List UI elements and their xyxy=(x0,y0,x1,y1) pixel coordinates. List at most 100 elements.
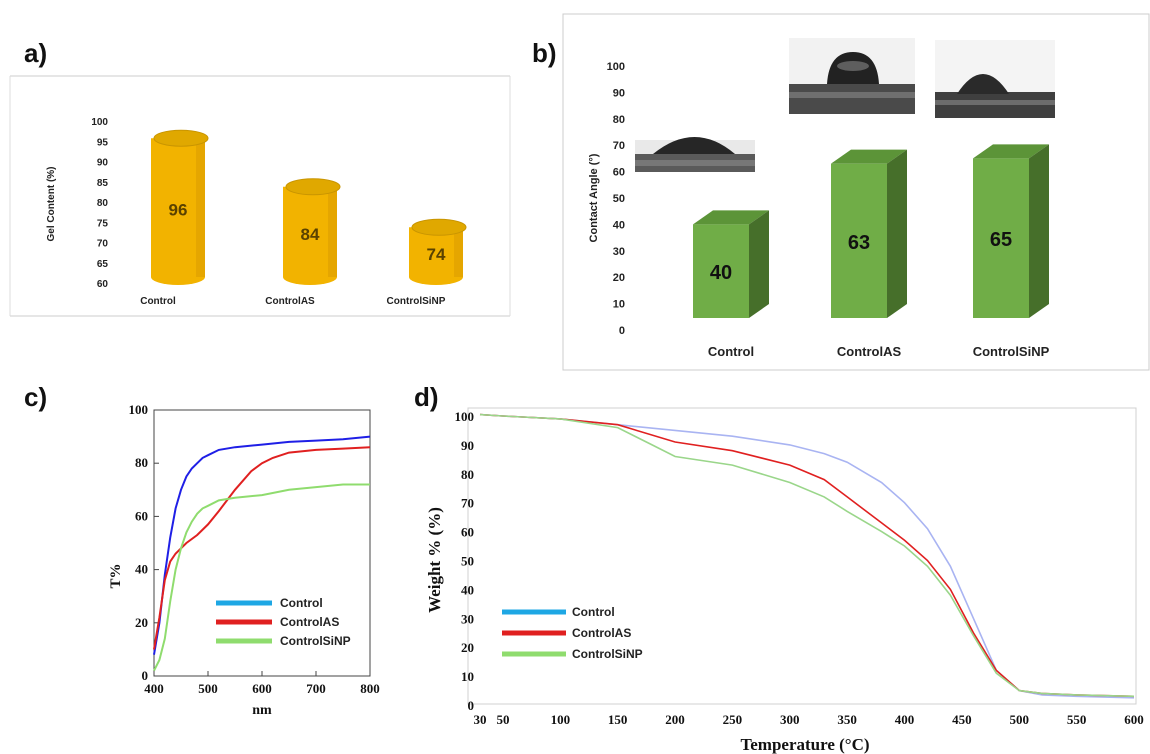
category-label: ControlAS xyxy=(837,344,902,359)
y-tick-label: 60 xyxy=(461,525,474,540)
tga-chart: Weight % (%) Temperature (°C) 30 50 100 150… xyxy=(418,400,1148,754)
category-label: ControlAS xyxy=(265,296,315,307)
bar-value-label: 74 xyxy=(427,245,446,264)
x-tick-label: 200 xyxy=(665,712,685,727)
panel-label-b: b) xyxy=(532,38,557,69)
panel-label-a: a) xyxy=(24,38,47,69)
y-tick-label: 50 xyxy=(461,554,474,569)
y-tick-label: 85 xyxy=(97,178,109,189)
x-tick-label: 600 xyxy=(252,681,272,696)
y-tick-label: 70 xyxy=(461,496,474,511)
y-tick-label: 20 xyxy=(461,640,474,655)
bar-top xyxy=(154,130,208,146)
legend-label: Control xyxy=(572,605,615,619)
y-tick-label: 90 xyxy=(613,87,625,99)
x-tick-label: 800 xyxy=(360,681,380,696)
x-tick-label: 550 xyxy=(1067,712,1087,727)
bar-controlsinp: 65 xyxy=(973,144,1049,318)
x-axis-label: nm xyxy=(252,703,272,718)
bar-control: 40 xyxy=(693,210,769,318)
x-tick-label: 700 xyxy=(306,681,326,696)
gel-content-chart: Gel Content (%) 60 65 70 75 80 85 90 95 100 96 84… xyxy=(10,76,510,316)
y-tick-label: 30 xyxy=(461,611,474,626)
category-label: Control xyxy=(708,344,754,359)
bar-controlsinp: 74 xyxy=(409,219,466,285)
x-tick-label: 600 xyxy=(1124,712,1144,727)
y-tick-label: 100 xyxy=(91,117,108,128)
bar-side-face xyxy=(887,150,907,318)
x-tick-label: 150 xyxy=(608,712,628,727)
y-tick-label: 80 xyxy=(461,467,474,482)
bar-side-face xyxy=(1029,144,1049,318)
x-tick-label: 300 xyxy=(780,712,800,727)
y-tick-label: 20 xyxy=(135,615,148,630)
bar-controlas: 84 xyxy=(283,179,340,285)
bar-top xyxy=(286,179,340,195)
y-tick-label: 80 xyxy=(613,114,625,126)
y-tick-label: 75 xyxy=(97,218,109,229)
y-tick-label: 80 xyxy=(135,455,148,470)
x-tick-label: 400 xyxy=(895,712,915,727)
y-tick-label: 0 xyxy=(619,325,625,337)
y-tick-label: 70 xyxy=(613,140,625,152)
y-tick-label: 30 xyxy=(613,246,625,258)
y-tick-label: 40 xyxy=(135,562,148,577)
bar-shade xyxy=(454,227,463,277)
transmittance-chart: T% nm 400 500 600 700 800 0 20 40 60 80 100 Contro… xyxy=(100,398,400,738)
y-tick-label: 90 xyxy=(97,158,109,169)
y-tick-label: 60 xyxy=(613,167,625,179)
bar-value-label: 65 xyxy=(990,229,1012,251)
legend-label: ControlAS xyxy=(280,615,339,629)
category-label: Control xyxy=(140,296,176,307)
contact-angle-chart: Contact Angle (°) 0 10 20 30 40 50 60 70 80 90 100… xyxy=(563,14,1149,370)
y-axis-label: Weight % (%) xyxy=(425,507,444,613)
bar-value-label: 40 xyxy=(710,262,732,284)
y-tick-label: 90 xyxy=(461,438,474,453)
y-tick-label: 40 xyxy=(461,582,474,597)
x-tick-label: 500 xyxy=(1010,712,1030,727)
x-tick-label: 350 xyxy=(837,712,857,727)
x-tick-label: 250 xyxy=(723,712,743,727)
y-tick-label: 60 xyxy=(97,279,109,290)
y-tick-label: 70 xyxy=(97,239,109,250)
y-tick-label: 10 xyxy=(461,669,474,684)
bar-value-label: 96 xyxy=(169,201,188,220)
x-tick-label: 500 xyxy=(198,681,218,696)
bar-value-label: 84 xyxy=(301,225,320,244)
y-tick-label: 100 xyxy=(607,61,625,73)
y-axis-label: Contact Angle (°) xyxy=(588,153,600,242)
droplet-photo-controlsinp xyxy=(935,40,1055,118)
y-tick-label: 0 xyxy=(142,668,149,683)
panel-label-c: c) xyxy=(24,382,47,413)
legend-label: ControlSiNP xyxy=(280,634,351,648)
legend-label: ControlSiNP xyxy=(572,647,643,661)
y-tick-label: 0 xyxy=(468,698,475,713)
y-tick-label: 20 xyxy=(613,272,625,284)
y-tick-label: 60 xyxy=(135,508,148,523)
bar-value-label: 63 xyxy=(848,232,870,254)
y-tick-label: 50 xyxy=(613,193,625,205)
x-tick-label: 100 xyxy=(551,712,571,727)
x-tick-label: 450 xyxy=(952,712,972,727)
y-tick-label: 100 xyxy=(455,409,475,424)
y-tick-label: 10 xyxy=(613,299,625,311)
x-axis-label: Temperature (°C) xyxy=(740,735,869,754)
bar-top xyxy=(412,219,466,235)
legend-label: ControlAS xyxy=(572,626,631,640)
y-tick-label: 65 xyxy=(97,259,109,270)
category-label: ControlSiNP xyxy=(387,296,446,307)
y-tick-label: 95 xyxy=(97,137,109,148)
y-tick-label: 40 xyxy=(613,219,625,231)
bar-shade xyxy=(196,138,205,277)
y-axis-label: Gel Content (%) xyxy=(46,167,57,242)
y-tick-label: 100 xyxy=(129,402,149,417)
x-tick-label: 400 xyxy=(144,681,164,696)
droplet-photo-control xyxy=(635,137,755,172)
legend-label: Control xyxy=(280,596,323,610)
bar-controlas: 63 xyxy=(831,150,907,318)
droplet-photo-controlas xyxy=(789,38,915,114)
x-tick-label: 50 xyxy=(496,712,509,727)
bar-side-face xyxy=(749,210,769,318)
bar-shade xyxy=(328,187,337,277)
y-axis-label: T% xyxy=(108,563,124,588)
